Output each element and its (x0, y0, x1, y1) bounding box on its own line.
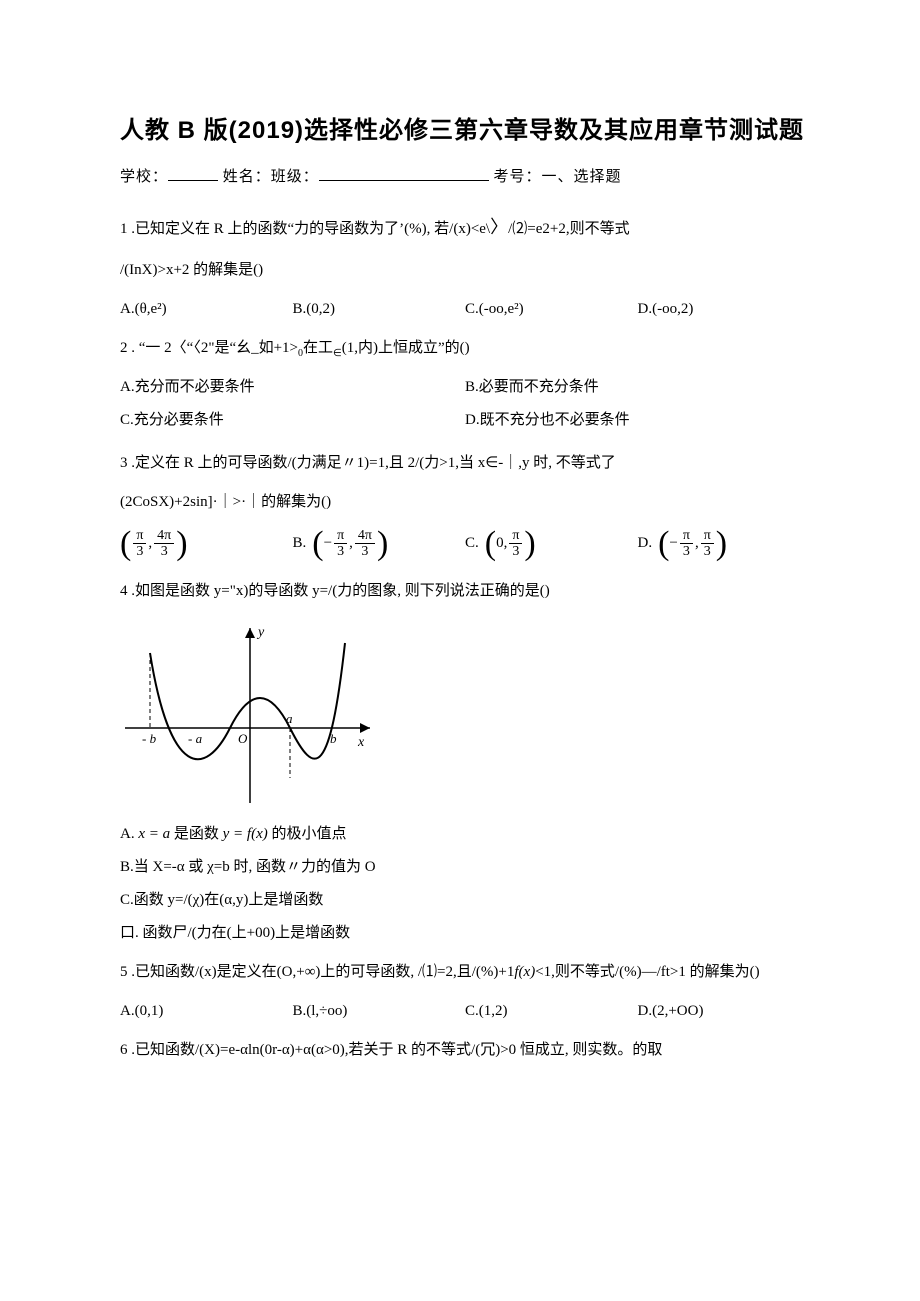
svg-text:- a: - a (188, 731, 203, 746)
q3-line2: (2CoSX)+2sin]·｜>·｜的解集为() (120, 486, 810, 519)
question-4: 4 .如图是函数 y="x)的导函数 y=/(力的图象, 则下列说法正确的是() (120, 575, 810, 608)
q3-opt-a: ( π3 , 4π3 ) (120, 527, 293, 561)
q5-opt-d: D.(2,+OO) (638, 995, 811, 1028)
question-1: 1 .已知定义在 R 上的函数“力的导函数为了’(%), 若/(x)<e\〉/⑵… (120, 208, 810, 248)
q1-num: 1 (120, 221, 128, 237)
q3-num: 3 (120, 455, 128, 471)
q1-opt-a: A.(θ,e²) (120, 293, 293, 326)
school-blank (168, 165, 218, 181)
q2-opt-c: C.充分必要条件 (120, 404, 465, 437)
question-3: 3 .定义在 R 上的可导函数/(力满足〃1)=1,且 2/(力>1,当 x∈-… (120, 447, 810, 480)
q4-figure: - b - a O a b x y (120, 618, 810, 808)
q2-options: A.充分而不必要条件 B.必要而不充分条件 C.充分必要条件 D.既不充分也不必… (120, 371, 810, 437)
svg-text:y: y (256, 625, 265, 640)
q5-text2: f(x) (514, 964, 535, 980)
school-label: 学校： (120, 169, 168, 185)
q5-text3: <1,则不等式/(%)—/ft>1 的解集为() (535, 964, 759, 980)
q1-text2: /(x)<e\ (449, 221, 490, 237)
q2-num: 2 (120, 340, 128, 356)
q4-num: 4 (120, 583, 128, 599)
q4-opt-b: B.当 X=-α 或 χ=b 时, 函数〃力的值为 O (120, 851, 810, 884)
q1-options: A.(θ,e²) B.(0,2) C.(-oo,e²) D.(-oo,2) (120, 293, 810, 326)
q4-opt-c: C.函数 y=/(χ)在(α,y)上是增函数 (120, 884, 810, 917)
page-root: 人教 B 版(2019)选择性必修三第六章导数及其应用章节测试题 学校： 姓名：… (0, 0, 920, 1133)
question-2: 2 . “一 2〈“〈2"是“幺_如+1>0在工∈(1,内)上恒成立”的() (120, 332, 810, 365)
svg-text:b: b (330, 731, 337, 746)
q1-opt-b: B.(0,2) (293, 293, 466, 326)
q1-text1: .已知定义在 R 上的函数“力的导函数为了’(%), 若 (131, 221, 449, 237)
q5-opt-b: B.(l,÷oo) (293, 995, 466, 1028)
derivative-graph: - b - a O a b x y (120, 618, 380, 808)
q4-opt-d: 口. 函数尸/(力在(上+00)上是增函数 (120, 917, 810, 950)
name-label: 姓名：班级： (223, 169, 319, 185)
q5-opt-a: A.(0,1) (120, 995, 293, 1028)
question-5: 5 .已知函数/(x)是定义在(O,+∞)上的可导函数, /⑴=2,且/(%)+… (120, 956, 810, 989)
q2-text3: (1,内)上恒成立”的() (342, 340, 470, 356)
svg-text:O: O (238, 731, 248, 746)
svg-text:- b: - b (142, 731, 157, 746)
document-title: 人教 B 版(2019)选择性必修三第六章导数及其应用章节测试题 (120, 110, 810, 145)
q5-options: A.(0,1) B.(l,÷oo) C.(1,2) D.(2,+OO) (120, 995, 810, 1028)
q2-sube: ∈ (333, 348, 342, 359)
q5-num: 5 (120, 964, 128, 980)
q2-opt-b: B.必要而不充分条件 (465, 371, 810, 404)
q2-text1: . “一 2〈“〈2"是“幺_如+1> (131, 340, 298, 356)
q2-opt-d: D.既不充分也不必要条件 (465, 404, 810, 437)
q3-opt-d: D. ( −π3 , π3 ) (638, 527, 811, 561)
q3-text1: .定义在 R 上的可导函数/(力满足〃1)=1,且 2/(力>1,当 x∈-｜,… (131, 455, 616, 471)
q4-opt-a: A. x = a 是函数 y = f(x) 的极小值点 (120, 818, 810, 851)
q2-text2: 在工 (303, 340, 333, 356)
question-6: 6 .已知函数/(X)=e-αln(0r-α)+α(α>0),若关于 R 的不等… (120, 1034, 810, 1067)
q3-options: ( π3 , 4π3 ) B. ( −π3 , 4π3 ) C. ( 0 , (120, 527, 810, 561)
q1-opt-c: C.(-oo,e²) (465, 293, 638, 326)
q3-opt-b: B. ( −π3 , 4π3 ) (293, 527, 466, 561)
q4-text: .如图是函数 y="x)的导函数 y=/(力的图象, 则下列说法正确的是() (131, 583, 549, 599)
class-blank (319, 165, 489, 181)
svg-text:x: x (357, 735, 365, 750)
q5-opt-c: C.(1,2) (465, 995, 638, 1028)
q1-line2: /(InX)>x+2 的解集是() (120, 254, 810, 287)
q6-text: .已知函数/(X)=e-αln(0r-α)+α(α>0),若关于 R 的不等式/… (131, 1042, 662, 1058)
q1-opt-d: D.(-oo,2) (638, 293, 811, 326)
student-info-line: 学校： 姓名：班级： 考号：一、选择题 (120, 165, 810, 186)
q3-opt-c: C. ( 0 , π3 ) (465, 527, 638, 561)
svg-text:a: a (286, 711, 293, 726)
q6-num: 6 (120, 1042, 128, 1058)
id-label: 考号：一、选择题 (494, 169, 622, 185)
q5-text1: .已知函数/(x)是定义在(O,+∞)上的可导函数, /⑴=2,且/(%)+1 (131, 964, 514, 980)
q2-opt-a: A.充分而不必要条件 (120, 371, 465, 404)
q1-text3: /⑵=e2+2,则不等式 (508, 221, 630, 237)
